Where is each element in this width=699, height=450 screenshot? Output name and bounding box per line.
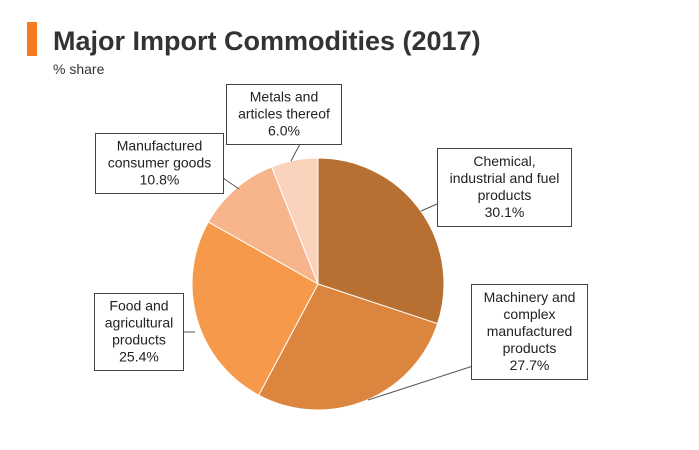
leader-line [290,143,301,162]
data-label: 27.7% [510,357,550,373]
callout-box [471,284,588,380]
leader-line [367,365,474,401]
slice-label: industrial and fuel [450,170,560,186]
slice-label: products [503,340,557,356]
chart-title: Major Import Commodities (2017) [53,26,481,56]
leader-line [222,177,240,190]
slice-label: Machinery and [484,289,576,305]
chart-subtitle: % share [53,61,105,77]
leader-lines [183,143,474,401]
pie-slices [191,157,445,411]
leader-line [420,203,438,212]
slice-callout: Machinery andcomplexmanufacturedproducts… [471,284,588,380]
slice-label: manufactured [487,323,573,339]
data-label: 25.4% [119,349,159,365]
slice-label: Food and [109,298,168,314]
pie-slice [317,157,445,325]
pie-slice [270,157,319,285]
slice-callout: Chemical,industrial and fuelproducts30.1… [437,148,572,227]
callout-box [437,148,572,227]
slice-label: complex [503,306,555,322]
data-label: 10.8% [140,172,180,188]
callout-box [226,84,342,145]
data-label: 6.0% [268,123,300,139]
slice-label: products [478,187,532,203]
slice-label: products [112,332,166,348]
slice-label: Chemical, [473,153,535,169]
slice-label: Metals and [250,89,318,105]
slice-label: articles thereof [238,106,330,122]
callouts: Chemical,industrial and fuelproducts30.1… [94,84,588,380]
pie-slice [207,166,319,286]
pie-slice [258,283,439,411]
slice-label: agricultural [105,315,173,331]
pie-slice [191,221,319,396]
slice-label: Manufactured [117,138,203,154]
data-label: 30.1% [485,204,525,220]
callout-box [94,293,184,371]
slice-label: consumer goods [108,155,212,171]
title-accent-bar [27,22,37,56]
callout-box [95,133,224,194]
